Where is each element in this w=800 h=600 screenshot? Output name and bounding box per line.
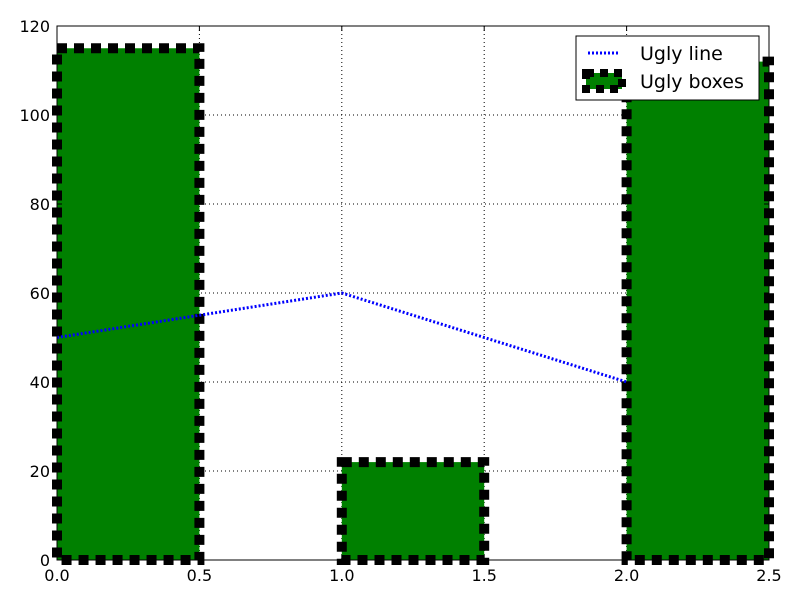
- line-ugly-line: [56, 291, 628, 384]
- x-tick-label: 0.0: [44, 566, 69, 585]
- legend-box-swatch: [582, 69, 626, 93]
- y-tick-label: 100: [19, 106, 50, 125]
- bars: [52, 43, 774, 566]
- y-tick-label: 80: [30, 195, 50, 214]
- legend-label: Ugly line: [640, 43, 723, 65]
- x-tick-label: 1.5: [471, 566, 496, 585]
- x-tick-label: 2.0: [614, 566, 639, 585]
- bar-2: [621, 56, 774, 565]
- legend-box: [575, 35, 760, 101]
- y-tick-label: 60: [30, 284, 50, 303]
- y-tick-label: 0: [40, 551, 50, 570]
- x-tick-label: 0.5: [187, 566, 212, 585]
- y-tick-label: 40: [30, 373, 50, 392]
- line-series: [56, 291, 628, 384]
- ticks: 0.0 0.5 1.0 1.5 2.0 2.5 0 20 40 60 80 100 120: [19, 17, 781, 585]
- legend: Ugly line Ugly boxes: [575, 35, 760, 101]
- bar-1: [336, 457, 490, 566]
- y-tick-label: 20: [30, 462, 50, 481]
- y-tick-label: 120: [19, 17, 50, 36]
- bar-0: [52, 43, 205, 565]
- legend-label: Ugly boxes: [640, 71, 744, 93]
- x-tick-label: 1.0: [329, 566, 354, 585]
- x-tick-label: 2.5: [756, 566, 781, 585]
